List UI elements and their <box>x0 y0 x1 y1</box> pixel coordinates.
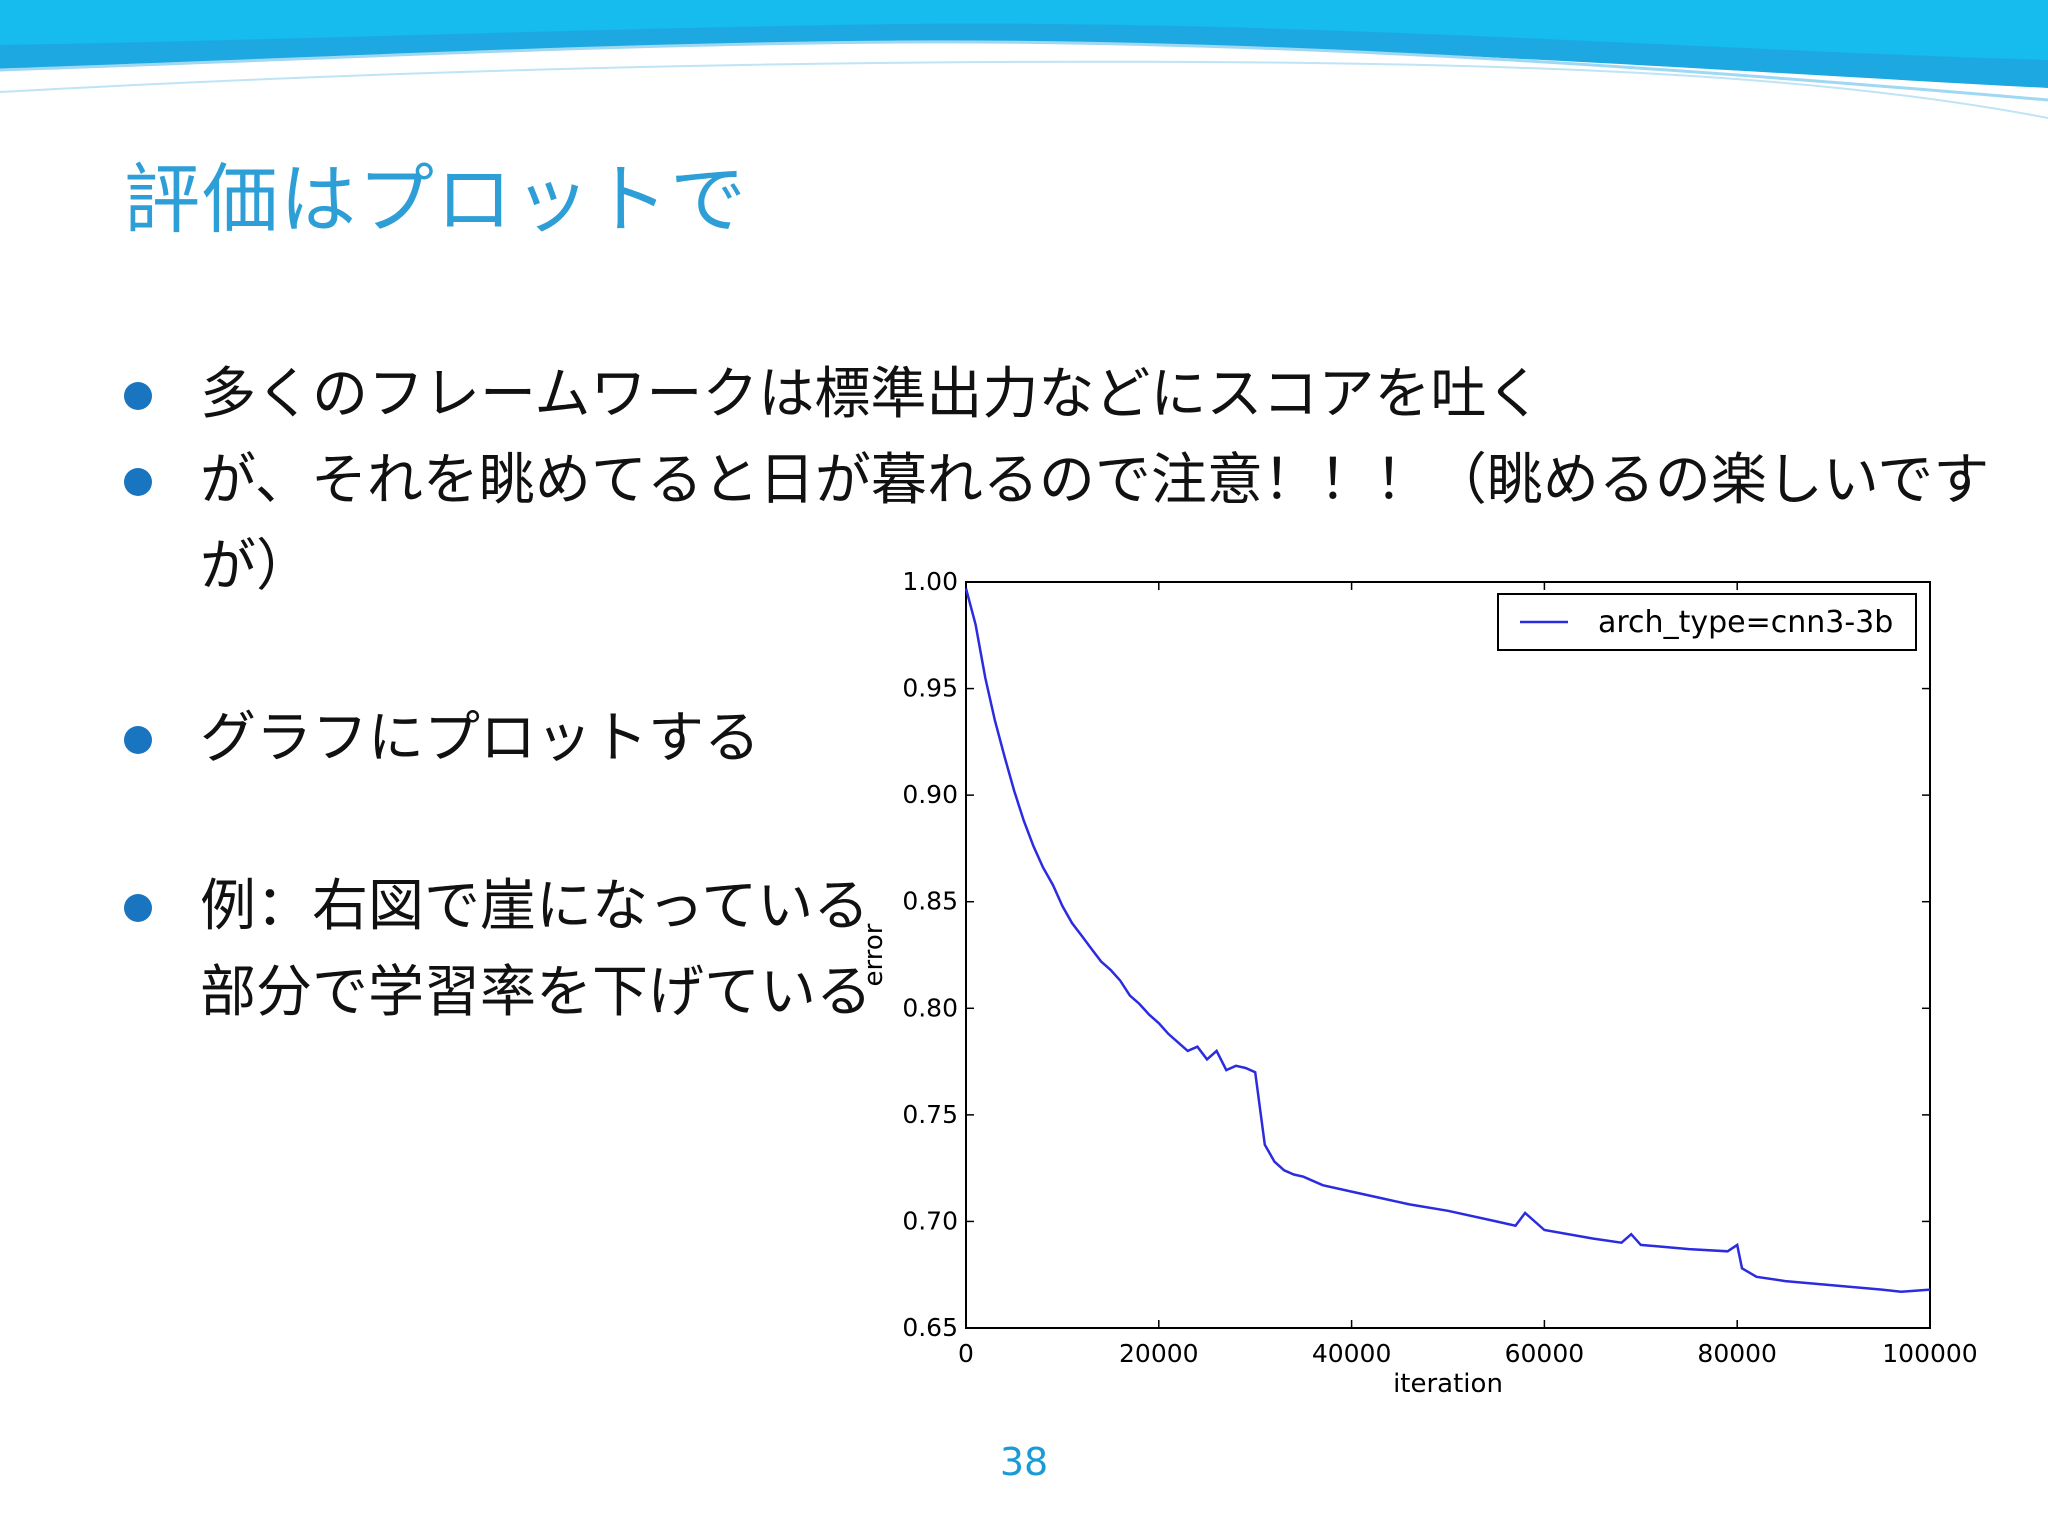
y-tick-label: 0.65 <box>902 1313 958 1342</box>
slide-title: 評価はプロットで <box>124 155 748 244</box>
legend-label: arch_type=cnn3-3b <box>1598 605 1893 640</box>
x-tick-label: 80000 <box>1697 1339 1777 1368</box>
bullet-dot <box>124 468 152 496</box>
page-number: 38 <box>999 1440 1049 1484</box>
y-tick-label: 0.85 <box>902 887 958 916</box>
y-tick-label: 0.95 <box>902 674 958 703</box>
bullet-item: 多くのフレームワークは標準出力などにスコアを吐く <box>124 352 2004 438</box>
y-tick-label: 0.70 <box>902 1206 958 1235</box>
x-tick-label: 60000 <box>1505 1339 1585 1368</box>
header-wave-banner <box>0 0 2048 119</box>
y-tick-label: 0.80 <box>902 993 958 1022</box>
bullet-text: 多くのフレームワークは標準出力などにスコアを吐く <box>200 362 1543 427</box>
x-tick-label: 0 <box>958 1339 974 1368</box>
x-tick-label: 20000 <box>1119 1339 1199 1368</box>
bullet-text: グラフにプロットする <box>200 706 760 771</box>
bullet-item: 例：右図で崖になっている部分で学習率を下げている <box>124 864 884 1036</box>
bullet-text: が、それを眺めてると日が暮れるので注意！！！（眺めるの楽しいですが） <box>200 448 1990 599</box>
x-tick-label: 100000 <box>1882 1339 1977 1368</box>
x-axis-title: iteration <box>1393 1369 1503 1399</box>
bullet-text: 例：右図で崖になっている部分で学習率を下げている <box>200 874 872 1025</box>
bullet-item: グラフにプロットする <box>124 696 884 782</box>
series-line <box>964 588 1931 1294</box>
y-tick-label: 1.00 <box>902 567 958 596</box>
error-line-chart: 0 20000 40000 60000 80000 100000 0.65 0.70 0.75 0… <box>860 567 1978 1399</box>
bullet-dot <box>124 726 152 754</box>
y-tick-label: 0.90 <box>902 780 958 809</box>
plot-frame <box>965 581 1931 1329</box>
bullet-dot <box>124 382 152 410</box>
x-tick-label: 40000 <box>1312 1339 1392 1368</box>
y-tick-label: 0.75 <box>902 1100 958 1129</box>
y-axis-title: error <box>860 923 889 986</box>
bullet-item: が、それを眺めてると日が暮れるので注意！！！（眺めるの楽しいですが） <box>124 438 1989 610</box>
bullet-dot <box>124 894 152 922</box>
